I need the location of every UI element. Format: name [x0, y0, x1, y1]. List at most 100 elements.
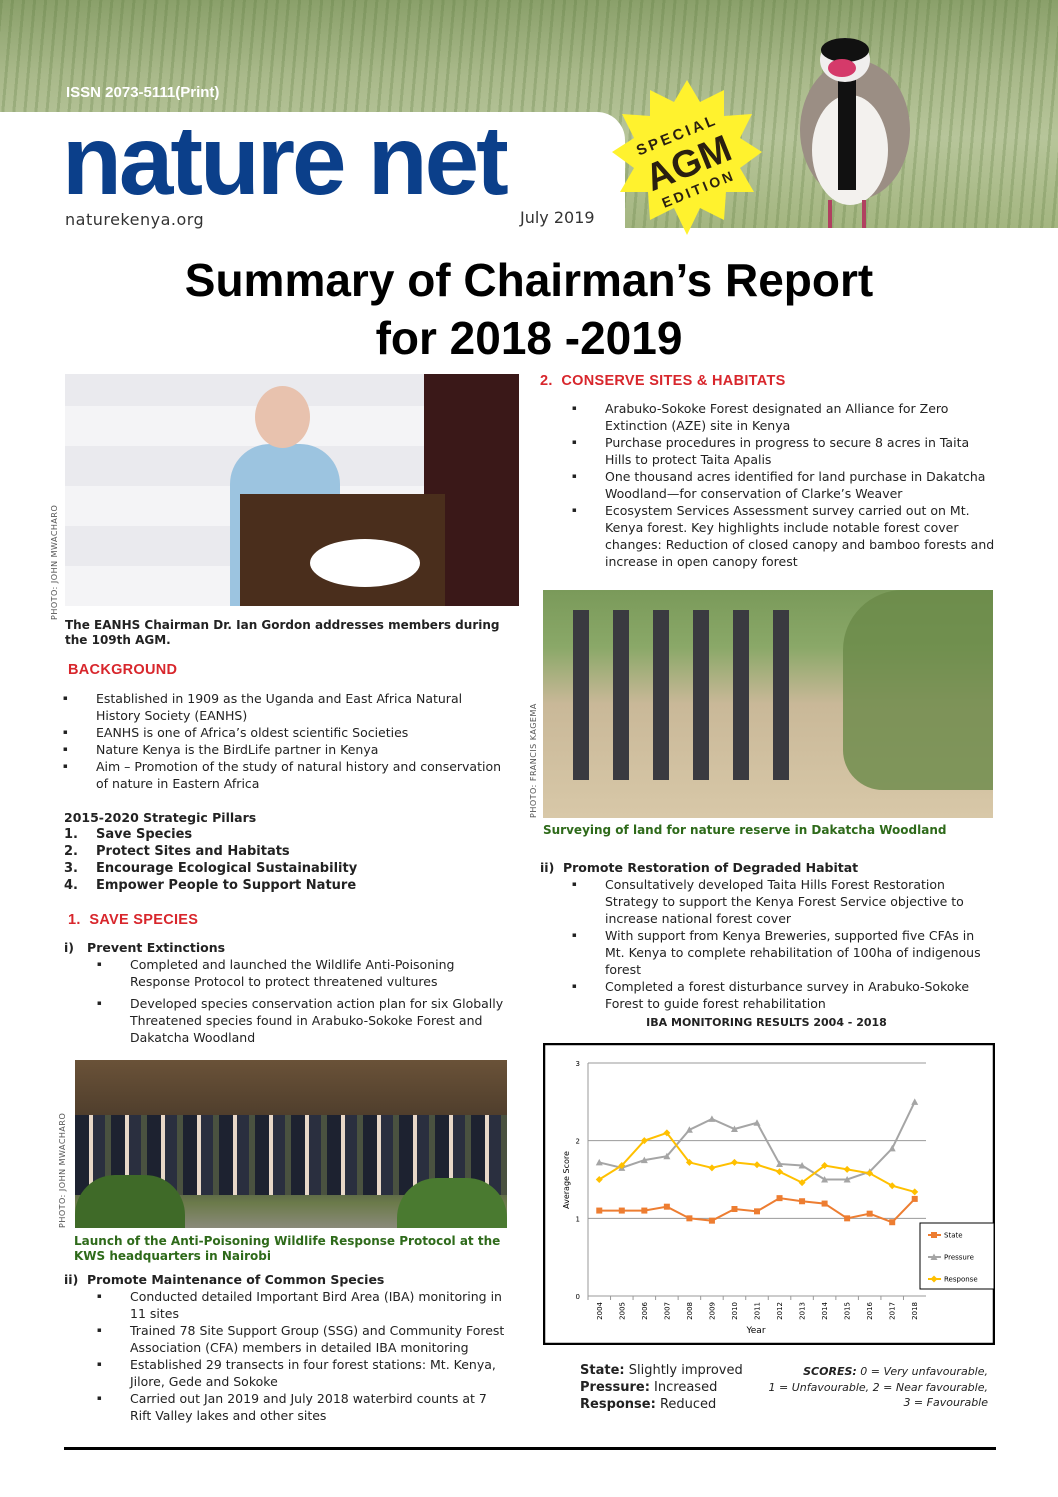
data-point-state: [776, 1195, 783, 1202]
data-point-pressure: [730, 1125, 738, 1133]
data-point-pressure: [640, 1156, 648, 1164]
prevent-extinctions-heading: i) Prevent Extinctions: [64, 940, 226, 955]
list-item: Nature Kenya is the BirdLife partner in …: [63, 741, 506, 758]
x-tick-label: 2006: [641, 1301, 649, 1319]
pressure-value: Increased: [649, 1380, 718, 1395]
pressure-label: Pressure:: [580, 1380, 650, 1395]
background-heading: BACKGROUND: [68, 662, 178, 678]
x-tick-label: 2005: [618, 1302, 626, 1320]
item-label: Protect Sites and Habitats: [96, 844, 290, 859]
chart-summary: State: Slightly improved Pressure: Incre…: [580, 1362, 743, 1413]
data-point-pressure: [685, 1126, 693, 1133]
land-survey-photo: [543, 590, 993, 818]
list-item: Completed a forest disturbance survey in…: [572, 978, 995, 1012]
x-tick-label: 2013: [799, 1302, 807, 1320]
launch-group-photo: [75, 1060, 507, 1228]
data-point-response: [911, 1188, 919, 1196]
scores-line: 0 = Very unfavourable,: [856, 1365, 988, 1378]
item-label: Empower People to Support Nature: [96, 878, 357, 893]
list-item: One thousand acres identified for land p…: [572, 468, 995, 502]
prevent-extinctions-list: Completed and launched the Wildlife Anti…: [97, 956, 510, 1046]
legend-marker: [931, 1232, 937, 1238]
data-point-response: [685, 1158, 693, 1166]
data-point-state: [799, 1198, 806, 1205]
data-point-pressure: [911, 1098, 919, 1105]
x-tick-label: 2016: [866, 1301, 874, 1319]
data-point-pressure: [708, 1115, 716, 1122]
footer-rule: [64, 1447, 996, 1450]
chairman-photo-caption: The EANHS Chairman Dr. Ian Gordon addres…: [65, 618, 500, 647]
x-tick-label: 2004: [596, 1301, 604, 1319]
list-item: Ecosystem Services Assessment survey car…: [572, 502, 995, 570]
issn-number: ISSN 2073-5111(Print): [66, 84, 220, 101]
iba-monitoring-chart: 0 1 2 3 2004 2005 2006 2007 2008 2009 2010 2011 2012…: [543, 1043, 995, 1345]
nature-net-logo: nature net: [62, 105, 509, 215]
x-tick-label: 2009: [708, 1302, 716, 1320]
maintain-species-heading: ii) Promote Maintenance of Common Specie…: [64, 1272, 385, 1287]
list-item: Established in 1909 as the Uganda and Ea…: [63, 690, 506, 724]
state-summary: State: Slightly improved: [580, 1362, 743, 1379]
response-summary: Response: Reduced: [580, 1396, 743, 1413]
data-point-state: [596, 1207, 603, 1214]
scores-line: 3 = Favourable: [903, 1396, 988, 1409]
data-point-pressure: [663, 1152, 671, 1160]
data-point-pressure: [843, 1176, 851, 1183]
data-point-response: [798, 1179, 806, 1187]
x-tick-label: 2014: [821, 1301, 829, 1319]
data-point-pressure: [821, 1176, 829, 1183]
legend-marker: [930, 1275, 938, 1283]
restoration-heading: ii) Promote Restoration of Degraded Habi…: [540, 860, 859, 875]
special-agm-edition-badge: SPECIAL AGM EDITION: [612, 80, 762, 235]
save-species-heading: 1. SAVE SPECIES: [68, 912, 199, 928]
item-number: 2.: [64, 844, 78, 859]
survey-photo-caption: Surveying of land for nature reserve in …: [543, 823, 947, 837]
state-label: State:: [580, 1363, 625, 1378]
data-point-response: [618, 1162, 626, 1170]
data-point-state: [754, 1208, 760, 1215]
data-point-response: [663, 1129, 671, 1137]
data-point-state: [641, 1207, 648, 1214]
scores-line: 1 = Unfavourable, 2 = Near favourable,: [768, 1380, 988, 1394]
data-point-state: [618, 1207, 625, 1214]
list-item: Established 29 transects in four forest …: [97, 1356, 510, 1390]
conserve-sites-heading: 2. CONSERVE SITES & HABITATS: [540, 373, 786, 389]
data-point-state: [663, 1203, 670, 1210]
x-tick-label: 2015: [844, 1302, 852, 1320]
data-point-response: [708, 1164, 716, 1172]
list-item: EANHS is one of Africa’s oldest scientif…: [63, 724, 506, 741]
legend-marker: [930, 1253, 938, 1260]
legend-label: State: [944, 1232, 963, 1240]
legend-label: Response: [944, 1276, 978, 1284]
header-edge: [0, 228, 1058, 258]
x-tick-label: 2010: [731, 1302, 739, 1320]
item-number: 4.: [64, 878, 78, 893]
photo-credit: PHOTO: JOHN MWACHARO: [50, 504, 59, 620]
list-item: Arabuko-Sokoke Forest designated an Alli…: [572, 400, 995, 434]
y-tick-label: 0: [576, 1293, 580, 1301]
maintain-species-list: Conducted detailed Important Bird Area (…: [97, 1288, 510, 1424]
data-point-response: [843, 1165, 851, 1173]
data-point-state: [844, 1215, 851, 1222]
background-list: Established in 1909 as the Uganda and Ea…: [63, 690, 506, 792]
data-point-response: [640, 1137, 648, 1145]
chart-title: IBA MONITORING RESULTS 2004 - 2018: [646, 1016, 887, 1029]
website-link[interactable]: naturekenya.org: [65, 210, 205, 229]
data-point-response: [866, 1169, 874, 1177]
scores-key: SCORES: 0 = Very unfavourable, 1 = Unfav…: [769, 1364, 988, 1411]
list-item: Consultatively developed Taita Hills For…: [572, 876, 995, 927]
item-label: Encourage Ecological Sustainability: [96, 861, 358, 876]
data-point-state: [911, 1195, 918, 1202]
scores-label: SCORES:: [803, 1365, 857, 1378]
list-item: Aim – Promotion of the study of natural …: [63, 758, 506, 792]
pressure-summary: Pressure: Increased: [580, 1379, 743, 1396]
page-title-line2: for 2018 -2019: [375, 312, 683, 364]
x-tick-label: 2012: [776, 1302, 784, 1320]
data-point-pressure: [798, 1162, 806, 1169]
lapwing-bird-photo: [800, 38, 910, 230]
data-point-response: [753, 1161, 761, 1169]
item-label: Save Species: [96, 827, 193, 842]
pillars-heading: 2015-2020 Strategic Pillars: [64, 810, 257, 825]
response-value: Reduced: [655, 1397, 717, 1412]
page-title-line1: Summary of Chairman’s Report: [184, 254, 874, 306]
chart-frame: [543, 1043, 995, 1345]
